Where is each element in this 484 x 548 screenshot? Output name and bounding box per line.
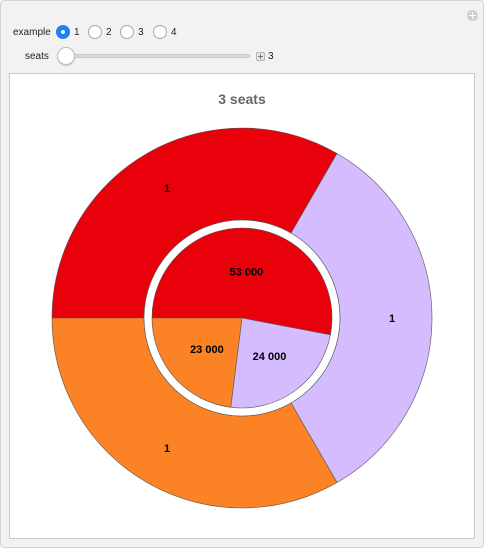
slider-expand-icon[interactable]	[256, 52, 265, 61]
example-radio-4[interactable]	[153, 25, 167, 39]
plus-glyph	[469, 12, 476, 19]
seats-slider-thumb[interactable]	[57, 47, 75, 65]
example-option-4-label: 4	[171, 27, 177, 38]
inner-pie-slice	[230, 317, 331, 409]
inner-pie-label: 53 000	[230, 266, 264, 278]
outer-ring	[51, 127, 433, 509]
example-label: example	[13, 27, 51, 38]
seat-chart: 3 seats 1 1 1 53 000 24 000 23 000	[51, 91, 433, 509]
chart-title: 3 seats	[218, 91, 266, 107]
seats-slider-track[interactable]	[57, 54, 250, 58]
add-icon[interactable]	[467, 10, 478, 21]
inner-pie-slice	[151, 317, 243, 408]
example-option-2-label: 2	[106, 27, 112, 38]
outer-ring-label: 1	[389, 313, 395, 325]
chart-frame: 3 seats 1 1 1 53 000 24 000 23 000	[9, 73, 475, 539]
chart-labels: 1 1 1 53 000 24 000 23 000	[164, 183, 395, 455]
outer-ring-label: 1	[164, 183, 170, 195]
seats-label: seats	[25, 51, 49, 62]
example-radio-1[interactable]	[56, 25, 70, 39]
inner-pie-slice	[151, 227, 333, 336]
example-option-1-label: 1	[74, 27, 80, 38]
example-option-3-label: 3	[138, 27, 144, 38]
seats-value: 3	[268, 51, 274, 62]
inner-pie-label: 24 000	[253, 351, 287, 363]
example-radio-3[interactable]	[120, 25, 134, 39]
outer-ring-label: 1	[164, 443, 170, 455]
slider-plus-glyph	[258, 54, 263, 59]
inner-pie-label: 23 000	[190, 344, 224, 356]
inner-pie	[143, 219, 341, 417]
example-radio-2[interactable]	[88, 25, 102, 39]
